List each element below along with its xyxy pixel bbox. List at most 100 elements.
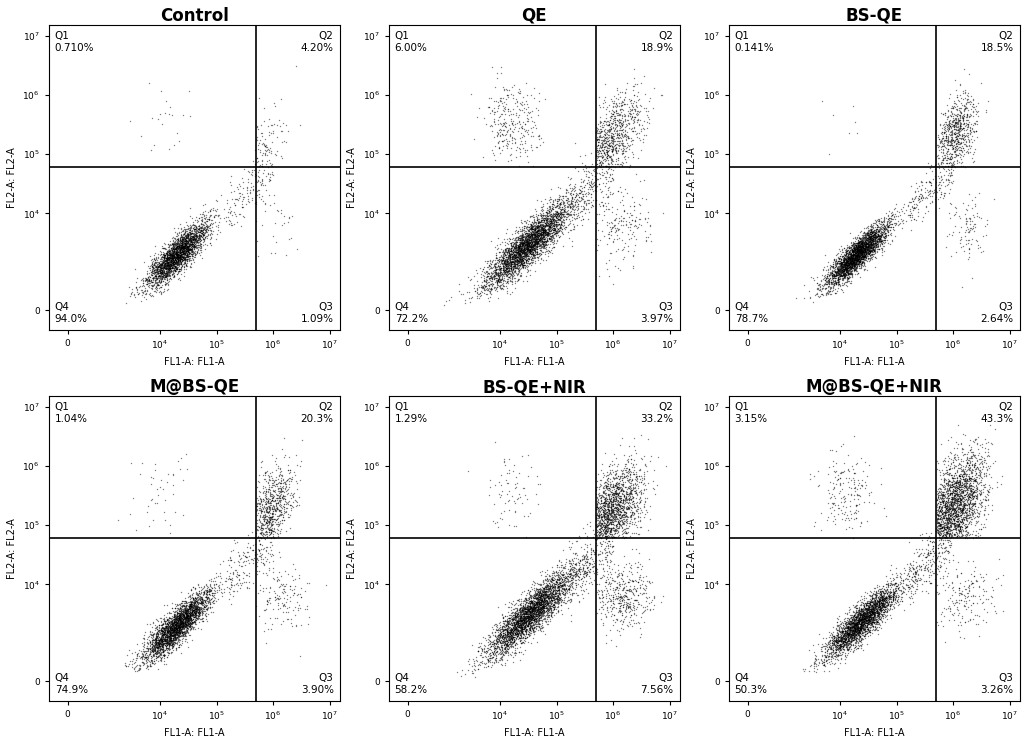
Point [520, 261, 536, 273]
Point [881, 215, 898, 227]
Point [559, 587, 575, 599]
Point [510, 243, 527, 255]
Point [164, 627, 181, 639]
Point [642, 220, 658, 232]
Point [160, 245, 177, 257]
Point [943, 506, 959, 518]
Point [586, 180, 603, 191]
Point [595, 151, 611, 163]
Point [499, 267, 516, 279]
Point [520, 235, 536, 247]
Point [629, 500, 645, 512]
Point [149, 639, 165, 651]
Point [179, 241, 195, 253]
Point [521, 600, 537, 612]
Point [929, 158, 946, 170]
Point [199, 593, 216, 605]
Point [522, 627, 538, 638]
Point [931, 466, 948, 478]
Point [178, 621, 194, 633]
Point [619, 474, 636, 486]
Point [951, 114, 967, 126]
Point [842, 261, 859, 273]
Point [180, 243, 196, 255]
Point [617, 110, 634, 122]
Point [182, 222, 198, 234]
Point [847, 256, 864, 268]
Point [140, 637, 156, 649]
Point [168, 242, 185, 254]
Point [625, 72, 642, 84]
Point [522, 603, 538, 615]
Point [623, 461, 640, 473]
Point [547, 584, 564, 596]
Point [935, 501, 951, 513]
Point [146, 650, 162, 662]
Point [532, 597, 548, 609]
Point [249, 134, 265, 146]
Point [600, 511, 616, 523]
Point [934, 501, 950, 513]
Point [941, 504, 957, 516]
Point [858, 612, 874, 624]
Point [509, 274, 526, 286]
Point [930, 528, 947, 540]
Point [156, 265, 173, 277]
Point [872, 592, 888, 603]
Point [525, 607, 541, 619]
Point [520, 128, 536, 140]
Point [861, 599, 877, 611]
Point [848, 627, 865, 639]
Point [173, 242, 189, 254]
Point [886, 602, 903, 614]
Point [866, 616, 882, 628]
Point [846, 265, 863, 277]
Point [185, 592, 201, 604]
Point [948, 479, 964, 491]
Point [823, 655, 839, 667]
Point [839, 616, 855, 628]
Point [837, 259, 853, 271]
Point [848, 260, 865, 272]
Point [154, 261, 170, 273]
Point [873, 592, 889, 603]
Point [851, 614, 868, 626]
Point [808, 288, 825, 300]
Point [492, 270, 508, 282]
Point [167, 235, 184, 247]
Point [545, 199, 562, 211]
Point [624, 473, 641, 485]
Point [487, 283, 503, 295]
Point [538, 615, 555, 627]
Point [225, 566, 241, 578]
Point [868, 226, 884, 238]
Point [488, 631, 504, 643]
Point [847, 250, 864, 262]
Point [952, 233, 968, 245]
Point [866, 604, 882, 616]
Point [841, 259, 858, 270]
Point [512, 258, 529, 270]
Point [199, 586, 216, 598]
Point [165, 239, 182, 251]
Point [509, 618, 526, 630]
Point [174, 241, 190, 253]
Point [480, 101, 496, 112]
Point [605, 511, 621, 523]
Point [463, 660, 480, 672]
Point [264, 501, 280, 513]
Point [511, 614, 528, 626]
Point [181, 222, 197, 234]
Point [849, 635, 866, 647]
Point [850, 624, 867, 635]
Point [833, 649, 849, 661]
Point [187, 605, 203, 617]
Point [604, 503, 620, 515]
Point [527, 102, 543, 114]
Point [951, 129, 967, 141]
Point [840, 267, 857, 279]
Point [862, 616, 878, 628]
Point [547, 216, 564, 228]
Point [190, 223, 206, 235]
Point [951, 479, 967, 491]
